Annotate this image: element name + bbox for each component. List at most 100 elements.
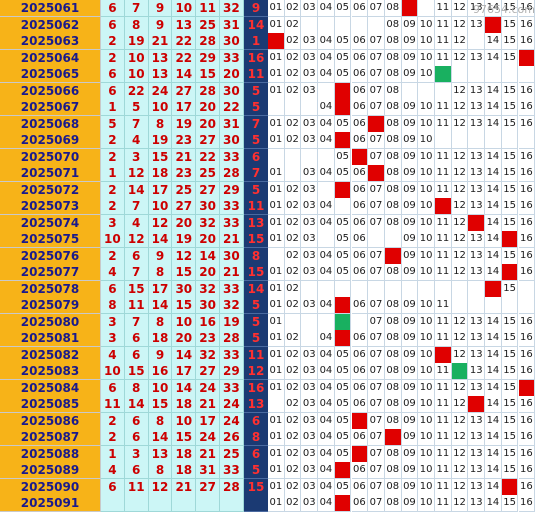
zone-number: 10 [418,363,435,380]
zone-number: 09 [401,412,419,430]
zone-number: 08 [384,313,402,331]
zone-number: 12 [451,313,469,331]
red-ball-number: 10 [148,198,173,215]
blue-ball-number: 11 [244,346,268,364]
zone-number: 03 [301,495,319,512]
blue-ball-number: 16 [244,379,268,397]
red-ball-number: 13 [148,49,173,67]
zone-number: 03 [301,82,319,100]
blue-hit-marker: 11 [435,198,452,215]
zone-number: 02 [284,132,302,149]
blue-hit-marker: 05 [334,297,352,314]
red-ball-number: 19 [148,132,173,149]
zone-number: 10 [418,478,435,496]
red-ball-number: 2 [101,148,125,166]
zone-number: 02 [284,445,302,463]
zone-number: 02 [284,82,302,100]
zone-number [351,313,369,331]
blue-hit-marker: 15 [501,231,519,248]
blue-hit-marker [485,16,502,34]
blue-hit-marker: 15 [501,478,519,496]
blue-ball-number: 13 [244,396,268,413]
zone-number: 03 [301,181,319,199]
zone-number: 04 [318,49,335,67]
zone-number [435,280,452,298]
red-ball-number: 24 [196,429,220,446]
zone-number: 07 [368,99,385,116]
zone-number: 02 [284,346,302,364]
issue-number: 2025062 [0,16,101,34]
zone-number: 10 [418,165,435,182]
zone-number: 01 [268,280,285,298]
red-ball-number: 22 [124,82,149,100]
zone-number: 09 [401,346,419,364]
red-ball-number: 17 [148,181,173,199]
zone-number: 09 [401,313,419,331]
zone-number [518,132,536,149]
zone-number: 11 [435,412,452,430]
zone-number: 03 [301,363,319,380]
red-ball-number: 1 [101,165,125,182]
issue-number: 2025091 [0,495,101,512]
blue-hit-marker: 05 [334,99,352,116]
zone-number: 02 [284,16,302,34]
zone-number: 11 [435,99,452,116]
zone-number: 13 [468,115,486,133]
zone-number: 15 [501,247,519,265]
zone-number [468,132,486,149]
zone-number [318,181,335,199]
red-ball-number: 3 [124,148,149,166]
zone-number: 09 [401,231,419,248]
zone-number: 04 [318,132,335,149]
zone-number: 01 [268,231,285,248]
zone-number: 08 [384,478,402,496]
zone-number: 15 [501,346,519,364]
red-ball-number: 12 [172,247,197,265]
zone-number: 11 [435,330,452,347]
red-ball-number: 6 [124,330,149,347]
zone-number: 07 [368,313,385,331]
red-ball-number: 28 [220,165,244,182]
zone-number: 04 [318,0,335,17]
zone-number: 14 [485,181,502,199]
zone-number: 03 [301,66,319,83]
zone-number: 05 [334,0,352,17]
zone-number: 10 [418,99,435,116]
red-ball-number: 11 [101,396,125,413]
red-ball-number: 15 [124,363,149,380]
zone-number: 12 [451,346,469,364]
red-ball-number: 12 [148,478,173,496]
red-ball-number [196,495,220,512]
zone-number [468,66,486,83]
zone-number: 02 [284,429,302,446]
zone-number: 02 [284,231,302,248]
zone-number: 12 [451,330,469,347]
zone-number: 01 [268,462,285,479]
zone-number: 05 [334,412,352,430]
zone-number: 08 [384,16,402,34]
zone-number: 15 [501,396,519,413]
blue-ball-number: 5 [244,313,268,331]
zone-number: 06 [351,82,369,100]
zone-number: 13 [468,330,486,347]
zone-number: 12 [451,99,469,116]
blue-hit-marker: 08 [384,247,402,265]
zone-number: 11 [435,247,452,265]
red-ball-number: 32 [196,214,220,232]
zone-number: 08 [384,363,402,380]
zone-number: 03 [301,429,319,446]
red-ball-number: 30 [196,198,220,215]
red-ball-number: 20 [196,231,220,248]
red-ball-number: 5 [124,99,149,116]
red-ball-number: 6 [101,82,125,100]
zone-number: 15 [501,115,519,133]
zone-number: 15 [501,379,519,397]
zone-number: 02 [284,0,302,17]
zone-number: 05 [334,478,352,496]
red-ball-number [220,495,244,512]
red-ball-number: 21 [220,264,244,281]
red-ball-number: 10 [101,231,125,248]
zone-number: 12 [451,495,469,512]
red-ball-number: 11 [196,0,220,17]
red-ball-number: 18 [172,396,197,413]
